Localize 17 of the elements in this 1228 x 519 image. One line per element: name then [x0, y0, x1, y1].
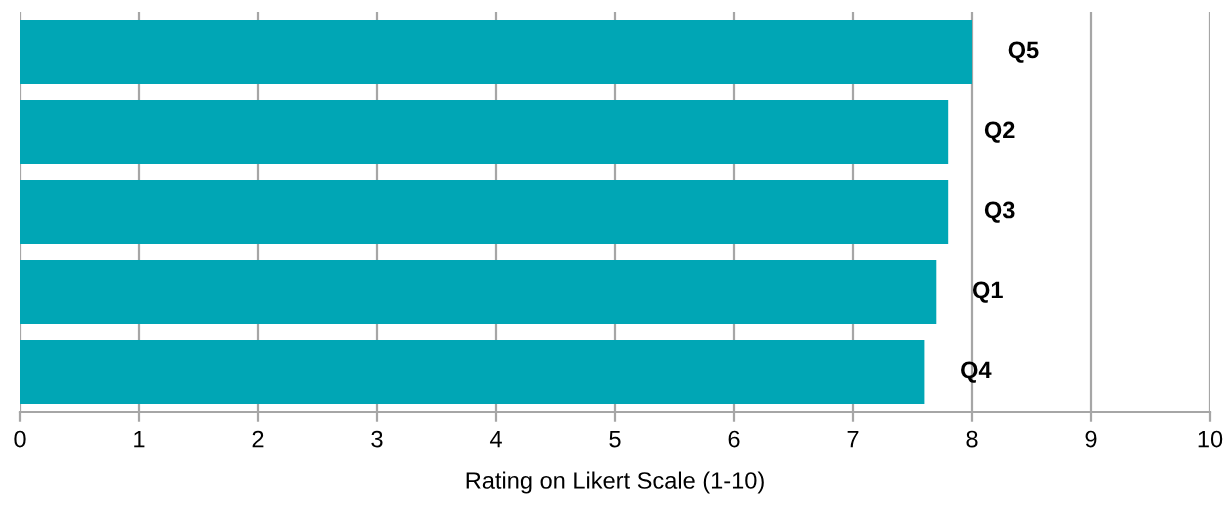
- x-tick-label: 4: [489, 430, 502, 448]
- x-tick-label: 8: [966, 430, 978, 448]
- x-axis-title: Rating on Likert Scale (1-10): [466, 471, 764, 494]
- y-tick-label: Q3: [984, 201, 1015, 223]
- x-tick-label: 6: [728, 430, 740, 448]
- y-tick-label: Q1: [972, 281, 1003, 303]
- x-tick-label: 1: [134, 430, 145, 448]
- x-tick-label: 5: [609, 430, 621, 448]
- y-tick-label: Q2: [984, 121, 1015, 143]
- x-tick-label: 2: [252, 430, 264, 448]
- y-tick-label: Q5: [1008, 41, 1039, 63]
- x-tick-label: 9: [1085, 430, 1097, 448]
- x-tick-label: 0: [14, 430, 26, 448]
- x-tick-label: 7: [847, 430, 859, 448]
- x-tick-label: 3: [371, 430, 383, 448]
- x-tick-label: 10: [1198, 430, 1223, 448]
- y-tick-label: Q4: [961, 361, 992, 383]
